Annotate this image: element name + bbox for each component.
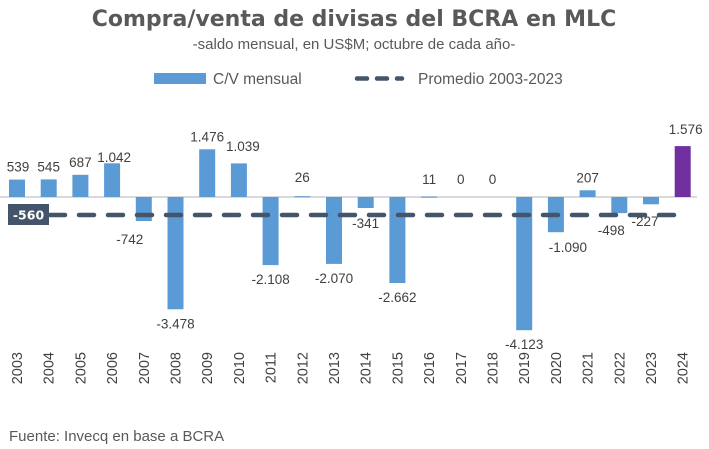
legend: C/V mensual Promedio 2003-2023 bbox=[154, 71, 563, 88]
bar-2005 bbox=[72, 174, 89, 197]
x-tick-2007: 2007 bbox=[137, 352, 153, 384]
x-tick-2003: 2003 bbox=[10, 352, 26, 384]
source-note: Fuente: Invecq en base a BCRA bbox=[9, 428, 224, 445]
bar-2023 bbox=[643, 197, 659, 205]
average-label: -560 bbox=[13, 208, 45, 223]
data-label-2012: 26 bbox=[295, 170, 310, 185]
data-label-2018: 0 bbox=[489, 172, 497, 187]
data-label-2003: 539 bbox=[7, 160, 30, 175]
bar-2019 bbox=[516, 197, 533, 331]
bar-2024 bbox=[674, 146, 691, 197]
x-tick-2021: 2021 bbox=[581, 352, 597, 384]
legend-label-bars: C/V mensual bbox=[213, 71, 302, 88]
chart-title: Compra/venta de divisas del BCRA en MLC bbox=[92, 7, 617, 32]
data-label-2009: 1.476 bbox=[190, 129, 224, 144]
bar-2004 bbox=[40, 179, 57, 197]
x-tick-2022: 2022 bbox=[612, 352, 628, 384]
data-label-2020: -1.090 bbox=[549, 240, 587, 255]
bar-2003 bbox=[9, 179, 25, 197]
bar-2007 bbox=[135, 197, 152, 221]
x-tick-2024: 2024 bbox=[676, 352, 692, 384]
x-tick-2005: 2005 bbox=[73, 352, 89, 384]
x-tick-2004: 2004 bbox=[42, 352, 58, 384]
x-tick-2006: 2006 bbox=[105, 352, 121, 384]
bar-2009 bbox=[199, 149, 216, 197]
data-label-2015: -2.662 bbox=[378, 290, 416, 305]
average-label-box bbox=[8, 204, 49, 225]
bar-2011 bbox=[262, 197, 279, 266]
data-label-2007: -742 bbox=[116, 232, 143, 247]
x-tick-2020: 2020 bbox=[549, 352, 565, 384]
data-label-2022: -498 bbox=[598, 223, 625, 238]
x-tick-2018: 2018 bbox=[486, 352, 502, 384]
bar-2006 bbox=[104, 163, 121, 197]
x-axis-ticks: 2003 2004 2005 2006 2007 2008 2009 2010 2011 2012… bbox=[10, 352, 692, 384]
bar-2016 bbox=[421, 196, 438, 198]
data-label-2008: -3.478 bbox=[156, 316, 194, 331]
bar-2022 bbox=[611, 197, 628, 214]
data-label-2024: 1.576 bbox=[669, 122, 703, 137]
x-tick-2015: 2015 bbox=[390, 352, 406, 384]
chart-subtitle: -saldo mensual, en US$M; octubre de cada… bbox=[193, 36, 516, 53]
data-label-2006: 1.042 bbox=[97, 150, 131, 165]
x-tick-2017: 2017 bbox=[454, 352, 470, 384]
data-label-2021: 207 bbox=[576, 170, 599, 185]
x-tick-2016: 2016 bbox=[422, 352, 438, 384]
data-label-2011: -2.108 bbox=[251, 272, 289, 287]
x-tick-2023: 2023 bbox=[644, 352, 660, 384]
x-tick-2009: 2009 bbox=[200, 352, 216, 384]
data-label-2017: 0 bbox=[457, 172, 465, 187]
bar-2008 bbox=[167, 197, 184, 310]
legend-label-average: Promedio 2003-2023 bbox=[418, 71, 563, 88]
bar-2010 bbox=[230, 163, 247, 197]
x-tick-2011: 2011 bbox=[264, 352, 280, 383]
x-tick-2008: 2008 bbox=[169, 352, 185, 384]
average-group: -560 bbox=[8, 204, 677, 225]
data-label-2023: -227 bbox=[631, 214, 658, 229]
legend-swatch-bars bbox=[154, 73, 206, 84]
x-tick-2010: 2010 bbox=[232, 352, 248, 384]
data-label-2014: -341 bbox=[352, 216, 379, 231]
bar-2021 bbox=[579, 190, 596, 197]
data-label-2005: 687 bbox=[69, 155, 92, 170]
bar-2013 bbox=[326, 197, 342, 264]
x-tick-2019: 2019 bbox=[517, 352, 533, 384]
x-tick-2013: 2013 bbox=[327, 352, 343, 384]
bar-2015 bbox=[389, 197, 406, 283]
data-label-2019: -4.123 bbox=[505, 337, 543, 352]
data-label-2013: -2.070 bbox=[315, 271, 353, 286]
bar-2012 bbox=[294, 196, 311, 198]
x-tick-2014: 2014 bbox=[359, 352, 375, 384]
data-label-2010: 1.039 bbox=[226, 139, 260, 154]
data-label-2016: 11 bbox=[422, 172, 436, 187]
bar-2014 bbox=[357, 197, 374, 208]
data-label-2004: 545 bbox=[37, 159, 60, 174]
x-tick-2012: 2012 bbox=[295, 352, 311, 384]
